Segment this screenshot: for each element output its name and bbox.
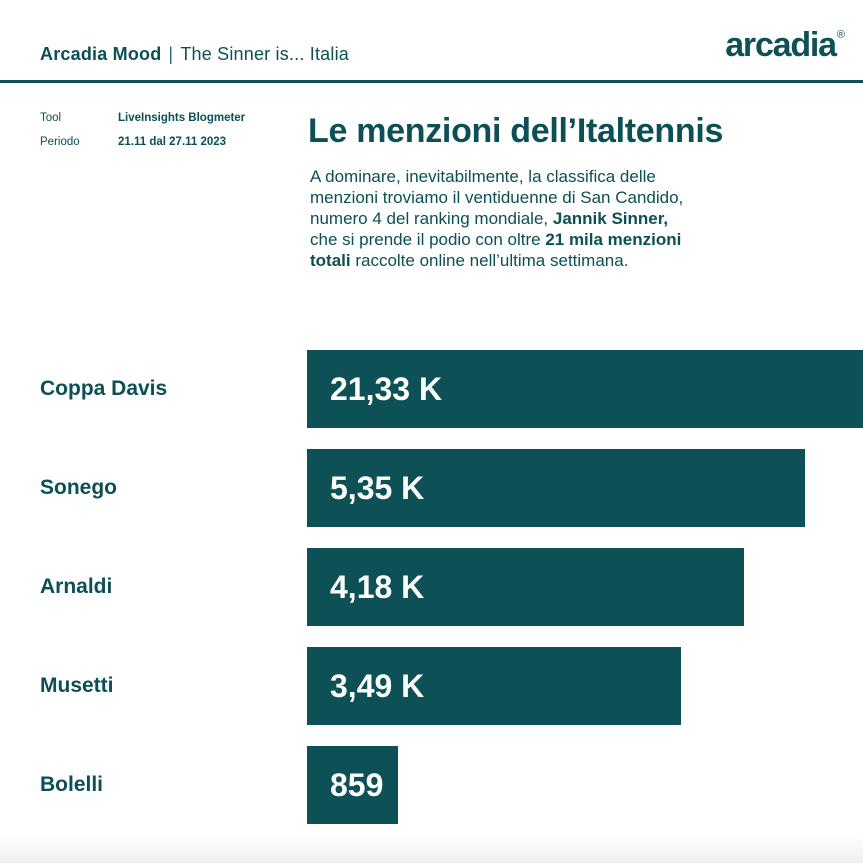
arcadia-logo: arcadia® xyxy=(725,26,845,65)
bar-label: Musetti xyxy=(40,674,114,697)
bar-value: 4,18 K xyxy=(330,569,425,605)
meta-label: Tool xyxy=(40,112,62,124)
chart-row: Musetti 3,49 K xyxy=(0,647,863,725)
meta-label: Periodo xyxy=(40,136,80,148)
intro-line: totali raccolte online nell’ultima setti… xyxy=(310,251,629,270)
bar-label: Arnaldi xyxy=(40,575,113,598)
brand-separator: | xyxy=(168,44,174,64)
bar-value: 3,49 K xyxy=(330,668,425,704)
chart-row: Sonego 5,35 K xyxy=(0,449,863,527)
bar: 4,18 K xyxy=(307,548,744,626)
bar-value: 5,35 K xyxy=(330,470,425,506)
meta-row-tool: Tool LiveInsights Blogmeter xyxy=(40,111,245,125)
bottom-gradient xyxy=(0,831,863,863)
bar-label: Bolelli xyxy=(40,773,104,796)
chart-row: Bolelli 859 xyxy=(0,746,863,824)
bar: 859 xyxy=(307,746,398,824)
meta-value: LiveInsights Blogmeter xyxy=(118,112,246,124)
intro-line: A dominare, inevitabilmente, la classifi… xyxy=(310,167,656,186)
meta-panel: Tool LiveInsights Blogmeter Periodo 21.1… xyxy=(40,111,245,159)
logo-text: arcadia xyxy=(725,26,837,64)
bar: 21,33 K xyxy=(307,350,863,428)
chart-row: Arnaldi 4,18 K xyxy=(0,548,863,626)
brand-name: Arcadia Mood xyxy=(40,44,162,64)
bar: 5,35 K xyxy=(307,449,805,527)
bar-value: 859 xyxy=(330,767,384,803)
breadcrumb: Arcadia Mood | The Sinner is... Italia xyxy=(40,44,349,65)
meta-row-periodo: Periodo 21.11 dal 27.11 2023 xyxy=(40,135,245,149)
bar: 3,49 K xyxy=(307,647,681,725)
bar-value: 21,33 K xyxy=(330,371,443,407)
meta-value: 21.11 dal 27.11 2023 xyxy=(118,136,227,148)
bar-label: Sonego xyxy=(40,476,117,499)
page-title: Le menzioni dell’Italtennis xyxy=(308,112,724,150)
bar-label: Coppa Davis xyxy=(40,377,168,400)
registered-mark-icon: ® xyxy=(836,29,845,41)
intro-line: che si prende il podio con oltre 21 mila… xyxy=(310,230,682,249)
header-divider xyxy=(0,80,863,83)
report-title: The Sinner is... Italia xyxy=(180,44,349,64)
chart-row: Coppa Davis 21,33 K xyxy=(0,350,863,428)
intro-paragraph: A dominare, inevitabilmente, la classifi… xyxy=(310,166,780,271)
intro-line: numero 4 del ranking mondiale, Jannik Si… xyxy=(310,209,669,228)
intro-line: menzioni troviamo il ventiduenne di San … xyxy=(310,188,684,207)
